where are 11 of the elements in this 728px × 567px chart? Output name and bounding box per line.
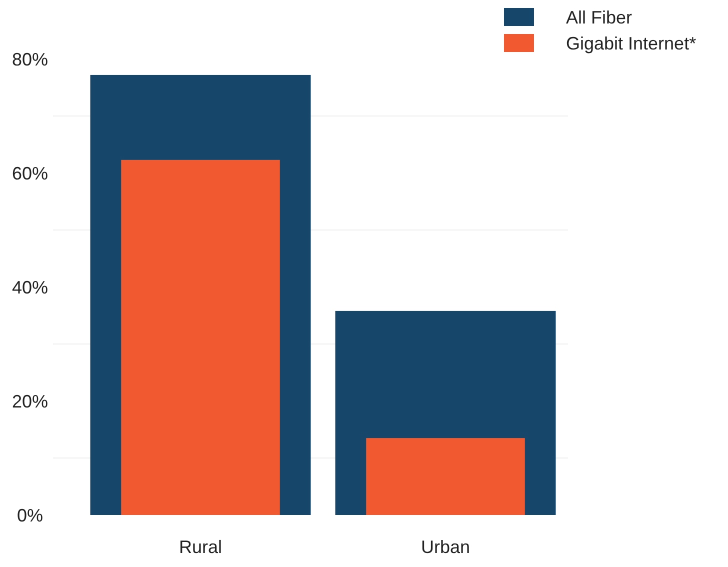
bar [121,160,280,515]
legend-label: All Fiber [566,7,632,28]
y-tick-label: 60% [12,163,48,184]
x-tick-label: Rural [178,537,222,557]
y-tick-label: 80% [12,49,48,70]
y-tick-label: 0% [16,505,44,526]
x-tick-label: Urban [420,537,470,557]
legend-label: Gigabit Internet* [566,33,696,54]
y-tick-label: 20% [12,391,48,412]
y-tick-label: 40% [12,277,48,298]
bar [366,438,525,515]
